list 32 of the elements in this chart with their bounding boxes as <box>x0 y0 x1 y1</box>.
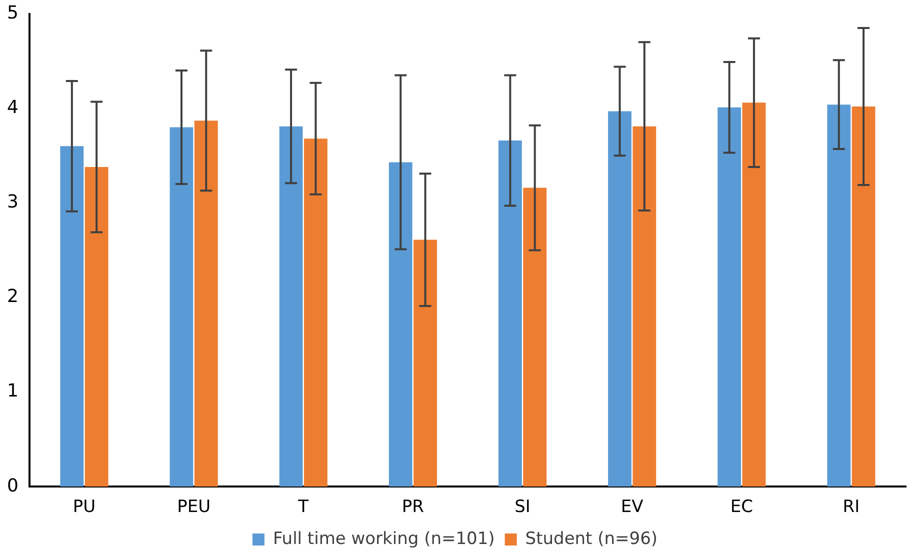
x-tick-label: PU <box>72 497 96 518</box>
y-tick-label: 2 <box>7 286 18 308</box>
x-tick-label: PR <box>402 497 424 518</box>
bar <box>60 146 84 487</box>
x-tick-label: PEU <box>177 497 211 518</box>
bar <box>498 140 522 487</box>
y-tick-label: 5 <box>7 2 18 24</box>
bar <box>194 120 218 487</box>
x-tick-label: T <box>297 497 310 518</box>
legend-label: Full time working (n=101) <box>272 528 495 549</box>
x-tick-label: SI <box>514 497 530 518</box>
y-tick-label: 3 <box>7 192 18 213</box>
bar <box>523 188 547 487</box>
bar <box>304 138 328 487</box>
legend-label: Student (n=96) <box>525 528 658 549</box>
x-tick-label: EC <box>730 497 753 518</box>
y-tick-label: 4 <box>7 97 18 118</box>
bar <box>632 126 656 487</box>
bar <box>388 162 412 487</box>
bar <box>852 106 876 487</box>
y-tick-label: 1 <box>7 380 18 402</box>
bar <box>279 126 303 487</box>
bar <box>170 127 194 487</box>
bar <box>414 240 437 487</box>
y-tick-label: 0 <box>7 475 18 496</box>
bar <box>84 166 108 487</box>
x-tick-label: RI <box>842 497 860 518</box>
bar <box>608 111 632 487</box>
x-tick-label: EV <box>620 497 644 518</box>
bar <box>742 102 766 487</box>
bar <box>718 107 742 487</box>
bar <box>827 104 851 487</box>
